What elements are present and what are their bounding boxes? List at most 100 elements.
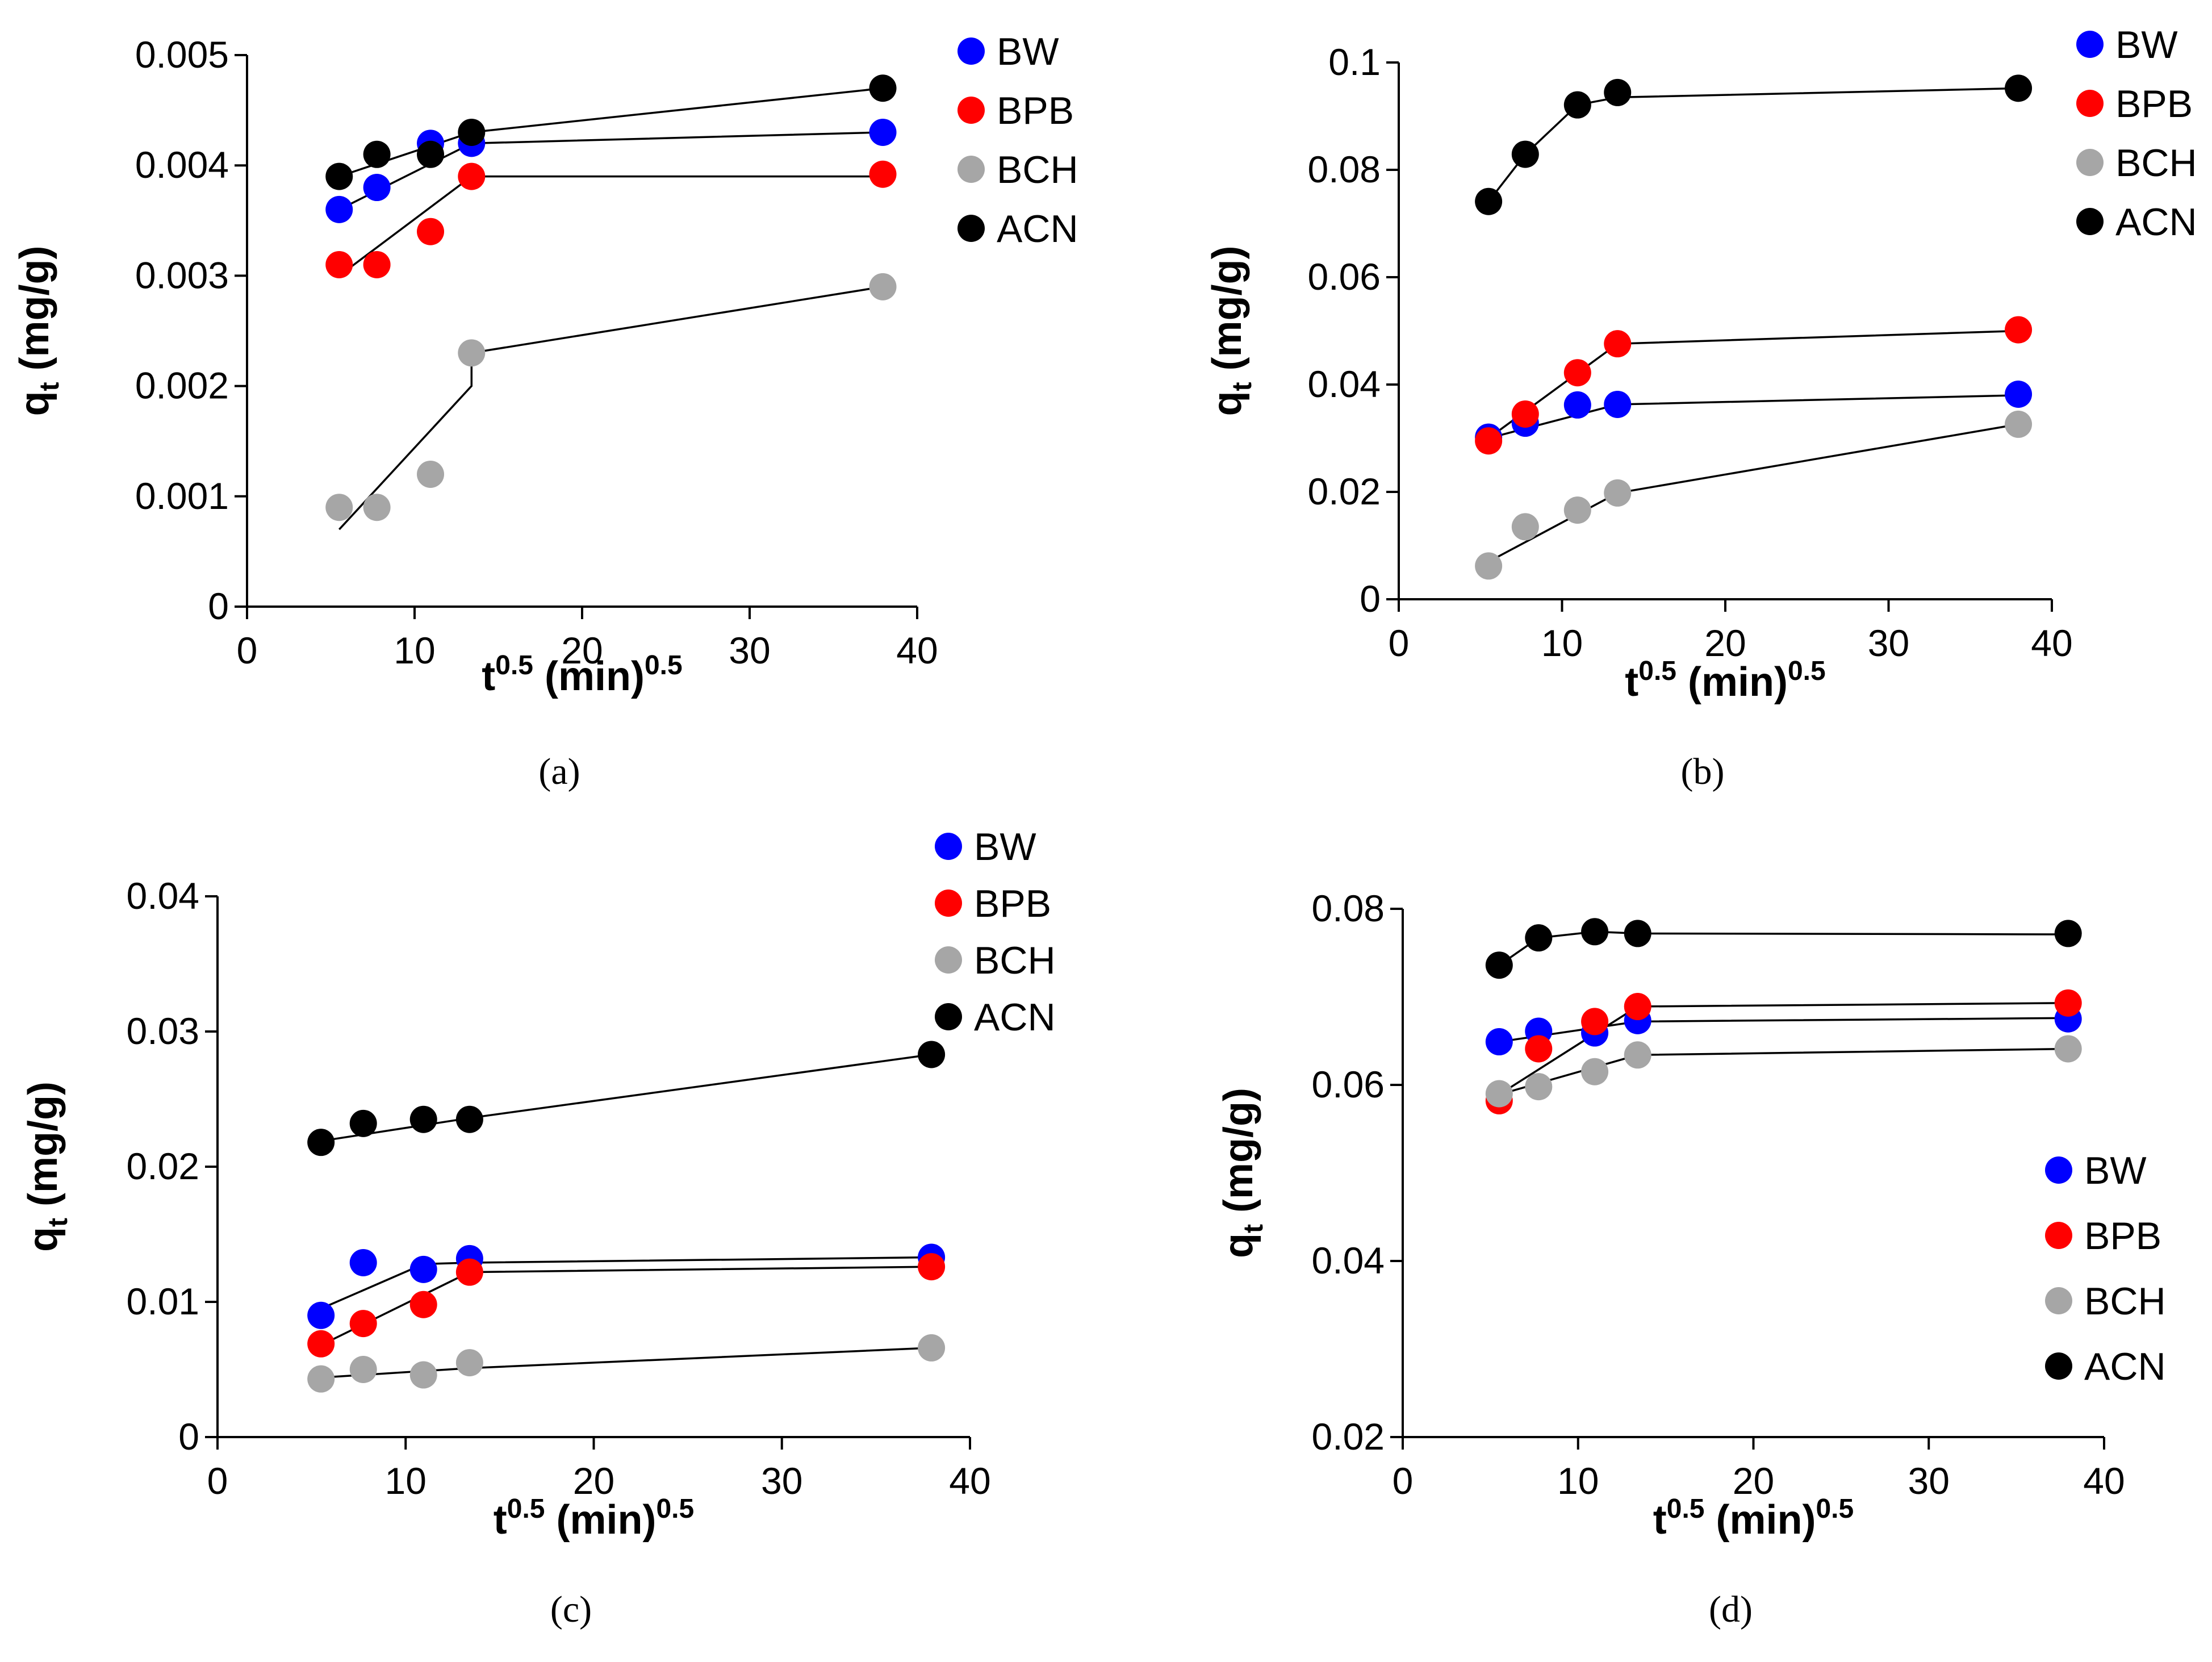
x-axis-title-sup2: 0.5 xyxy=(645,650,683,680)
x-tick-label: 30 xyxy=(1908,1460,1950,1502)
x-axis-title-sup1: 0.5 xyxy=(507,1494,545,1524)
y-tick-label: 0.06 xyxy=(1308,256,1381,298)
y-axis-title: qt (mg/g) xyxy=(12,246,65,416)
point-acn xyxy=(1511,140,1539,168)
point-acn xyxy=(1563,91,1591,119)
y-tick-label: 0 xyxy=(208,585,229,627)
y-axis-title-sub: t xyxy=(43,1218,73,1227)
point-acn xyxy=(455,1105,483,1133)
y-tick-label: 0.04 xyxy=(127,875,199,917)
point-bch xyxy=(325,494,353,521)
point-acn xyxy=(307,1129,335,1156)
point-bch xyxy=(363,494,391,521)
legend-marker-bpb xyxy=(935,890,962,917)
y-tick-label: 0.01 xyxy=(127,1280,199,1322)
point-bpb xyxy=(307,1330,335,1358)
x-tick-label: 20 xyxy=(573,1460,614,1502)
point-acn xyxy=(1485,951,1513,979)
y-tick-label: 0.08 xyxy=(1308,148,1381,190)
legend-label-bpb: BPB xyxy=(2084,1214,2161,1258)
x-tick-label: 40 xyxy=(2083,1460,2125,1502)
x-axis-title-sup2: 0.5 xyxy=(1788,656,1826,686)
point-bpb xyxy=(1604,330,1632,358)
x-axis-title-sup1: 0.5 xyxy=(495,650,533,680)
legend-label-bch: BCH xyxy=(974,939,1056,982)
legend-label-acn: ACN xyxy=(997,207,1078,250)
point-acn xyxy=(458,118,486,146)
point-bch xyxy=(1511,513,1539,541)
y-axis-title-sub: t xyxy=(1227,382,1257,391)
point-acn xyxy=(409,1105,437,1133)
y-axis-title-sub: t xyxy=(1239,1224,1269,1233)
y-tick-label: 0 xyxy=(1360,578,1381,620)
point-bpb xyxy=(349,1310,377,1338)
legend-marker-bw xyxy=(935,833,962,860)
legend-marker-bch xyxy=(935,946,962,974)
x-tick-label: 20 xyxy=(1704,622,1746,664)
legend-label-acn: ACN xyxy=(2084,1345,2166,1388)
point-acn xyxy=(325,162,353,190)
y-tick-label: 0.03 xyxy=(127,1010,199,1052)
y-axis-title: qt (mg/g) xyxy=(1205,246,1257,416)
point-bpb xyxy=(2005,316,2033,344)
panel-label: (c) xyxy=(550,1589,592,1630)
x-axis-title-sup2: 0.5 xyxy=(1816,1494,1854,1524)
point-bch xyxy=(2005,410,2033,438)
point-acn xyxy=(1525,924,1553,952)
y-tick-label: 0.004 xyxy=(135,144,229,186)
legend-label-bpb: BPB xyxy=(2115,82,2193,126)
legend-label-bpb: BPB xyxy=(997,89,1074,132)
x-axis-title-sup1: 0.5 xyxy=(1638,656,1676,686)
point-bpb xyxy=(458,162,486,190)
point-acn xyxy=(417,140,445,168)
y-axis-title-base: q xyxy=(1216,1233,1261,1258)
legend-marker-bch xyxy=(2076,149,2104,176)
y-axis-title-rest: (mg/g) xyxy=(1216,1088,1261,1224)
y-tick-label: 0.003 xyxy=(135,254,229,296)
fit-line-bch xyxy=(1488,423,2019,563)
y-tick-label: 0.04 xyxy=(1308,363,1381,405)
legend-label-bw: BW xyxy=(2084,1149,2147,1192)
x-axis-title-sup2: 0.5 xyxy=(656,1494,694,1524)
point-bch xyxy=(455,1349,483,1377)
x-tick-label: 30 xyxy=(1868,622,1909,664)
point-bch xyxy=(1475,552,1503,580)
legend-label-bw: BW xyxy=(2115,23,2178,66)
x-tick-label: 0 xyxy=(237,629,258,671)
point-bpb xyxy=(363,250,391,278)
x-tick-label: 0 xyxy=(1393,1460,1414,1502)
point-bw xyxy=(1563,391,1591,419)
x-axis-title: t0.5 (min)0.5 xyxy=(494,1494,694,1543)
x-tick-label: 40 xyxy=(949,1460,990,1502)
x-axis-title-base: t xyxy=(494,1497,507,1543)
point-bpb xyxy=(1563,359,1591,387)
y-axis-title-base: q xyxy=(20,1227,66,1252)
fit-line-bch xyxy=(338,286,883,531)
point-bch xyxy=(409,1361,437,1389)
y-tick-label: 0.001 xyxy=(135,475,229,517)
point-acn xyxy=(1475,187,1503,215)
legend-marker-bw xyxy=(957,37,985,65)
point-bch xyxy=(1604,479,1632,507)
y-tick-label: 0.02 xyxy=(1308,470,1381,512)
point-bpb xyxy=(1475,427,1503,455)
legend-marker-bpb xyxy=(2076,90,2104,117)
panel-label: (a) xyxy=(538,751,580,792)
y-tick-label: 0.08 xyxy=(1312,887,1385,929)
point-bch xyxy=(2054,1035,2082,1063)
legend-marker-bpb xyxy=(2045,1222,2072,1249)
point-acn xyxy=(363,140,391,168)
legend-label-acn: ACN xyxy=(974,996,1056,1039)
x-axis-title-base: t xyxy=(482,654,495,699)
x-tick-label: 40 xyxy=(2031,622,2072,664)
point-bch xyxy=(349,1356,377,1383)
point-bw xyxy=(869,118,897,146)
point-bch xyxy=(918,1334,946,1362)
panel-label: (b) xyxy=(1681,751,1725,792)
x-axis-title-mid: (min) xyxy=(545,1497,657,1543)
x-axis-title-base: t xyxy=(1653,1497,1667,1543)
point-bw xyxy=(1485,1028,1513,1056)
x-tick-label: 10 xyxy=(394,629,435,671)
x-tick-label: 10 xyxy=(1557,1460,1599,1502)
point-bch xyxy=(417,460,445,488)
